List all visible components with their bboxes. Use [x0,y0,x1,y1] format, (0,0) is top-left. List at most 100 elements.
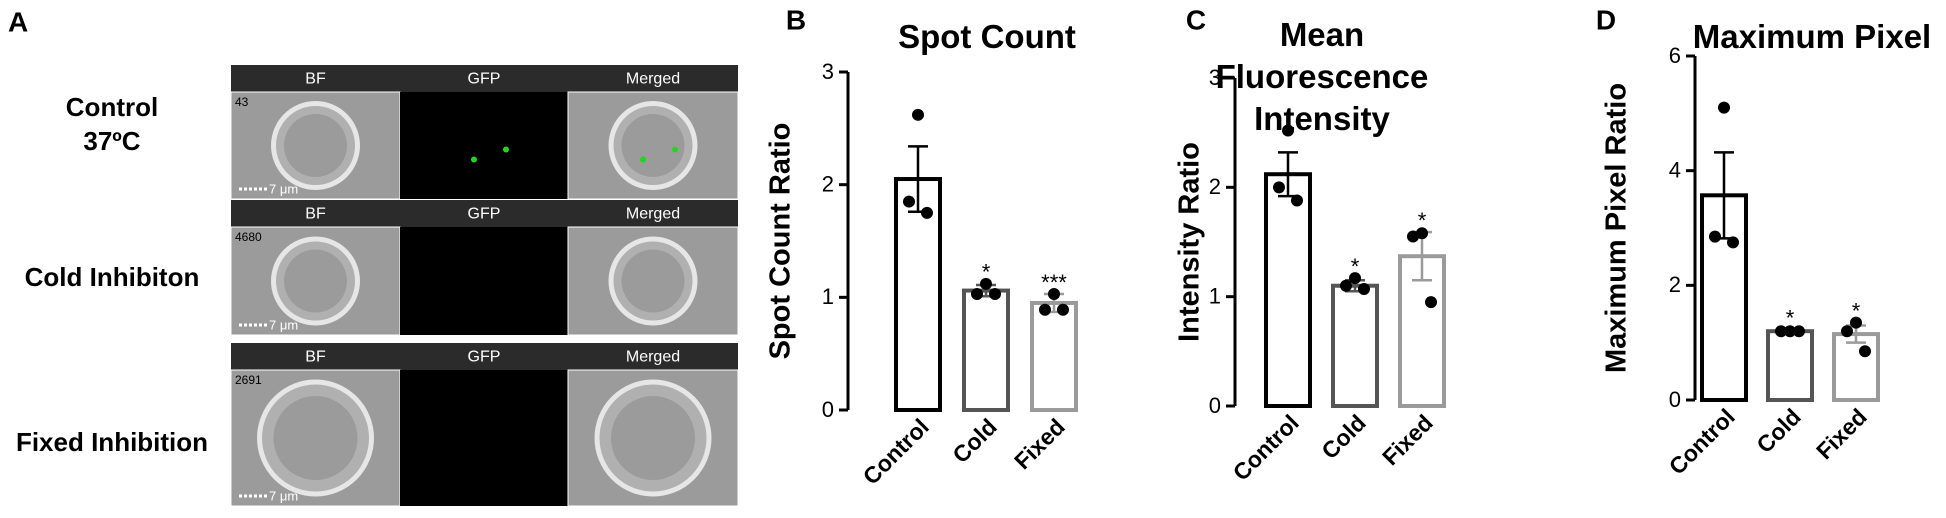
significance: * [1351,254,1360,279]
gfp-spot [503,146,509,153]
column-header: GFP [468,71,501,88]
column-header: Merged [626,349,680,366]
header-bar [231,65,738,92]
y-tick-label: 2 [822,171,834,196]
data-point [971,287,983,300]
data-point [1709,230,1721,243]
x-tick-label: Control [858,413,934,489]
gfp-image [400,370,568,506]
y-tick-label: 4 [1669,157,1681,182]
cell-inner [621,249,685,313]
row-label: Control [66,92,158,122]
y-axis-label: Intensity Ratio [1174,142,1206,342]
data-point [1282,124,1294,137]
cell-inner [284,249,347,313]
x-tick-label: Fixed [1009,413,1070,474]
column-header: Merged [626,206,680,223]
bar [894,177,942,412]
bar [1766,329,1814,403]
header-bar [231,200,738,227]
gfp-spot [640,156,646,163]
y-tick-label: 6 [1669,43,1681,68]
x-tick-label: Fixed [1811,403,1872,464]
header-bar [231,343,738,370]
chart-title: Maximum Pixel [1692,18,1932,55]
image-id: 2691 [235,373,262,387]
data-point [1273,181,1285,194]
bar [1030,300,1078,413]
column-header: BF [305,206,326,223]
data-point [1291,194,1303,207]
column-header: Merged [626,71,680,88]
y-tick-label: 0 [1209,393,1221,418]
data-point [1775,325,1787,338]
x-tick-label: Cold [947,413,1002,468]
y-tick-label: 3 [822,59,834,84]
chart-title: Spot Count [898,18,1076,55]
gfp-spot [672,146,678,153]
data-point [1048,287,1060,300]
gfp-spot [471,156,477,163]
x-tick-label: Cold [1316,409,1371,464]
data-point [1850,316,1862,329]
y-axis-label: Maximum Pixel Ratio [1601,83,1633,373]
y-tick-label: 1 [1209,283,1221,308]
cell-inner [621,114,685,177]
y-tick-label: 2 [1209,174,1221,199]
y-tick-label: 0 [1669,387,1681,412]
row-label: 37ºC [83,126,140,156]
data-point [903,195,915,208]
data-point [1425,296,1437,309]
image-id: 43 [235,95,249,109]
data-point [1407,230,1419,243]
panel-label: A [8,6,28,37]
data-point [1859,345,1871,358]
row-label: Cold Inhibiton [25,262,200,292]
data-point [1358,283,1370,296]
gfp-image [400,92,568,199]
significance: * [982,260,991,285]
data-point [1349,272,1361,285]
cell-inner [611,396,695,480]
column-header: GFP [468,206,501,223]
column-header: GFP [468,349,501,366]
data-point [1727,236,1739,249]
gfp-image [400,227,568,335]
data-point [1784,325,1796,338]
data-point [989,287,1001,300]
data-point [1057,303,1069,316]
bar [1331,283,1379,409]
x-tick-label: Fixed [1377,409,1438,470]
cell-inner [284,114,347,177]
y-axis-label: Spot Count Ratio [765,123,797,360]
y-tick-label: 0 [822,397,834,422]
data-point [1340,279,1352,292]
bar [1264,172,1312,408]
data-point [1841,325,1853,338]
scale-label: 7 μm [269,181,298,196]
significance: *** [1041,270,1067,295]
scale-label: 7 μm [269,317,298,332]
significance: * [1418,208,1427,233]
chart-title: Mean Fluorescence Intensity [1215,16,1429,137]
data-point [912,108,924,121]
column-header: BF [305,71,326,88]
data-point [1793,325,1805,338]
panel-label: D [1596,4,1616,35]
x-tick-label: Control [1664,403,1740,479]
image-id: 4680 [235,230,262,244]
panel-label: B [786,4,806,35]
data-point [1416,227,1428,240]
scale-label: 7 μm [269,488,298,503]
row-label: Fixed Inhibition [16,427,208,457]
y-tick-label: 1 [822,284,834,309]
cell-inner [273,396,358,480]
y-tick-label: 3 [1209,65,1221,90]
bar [1832,332,1880,403]
column-header: BF [305,349,326,366]
data-point [1718,101,1730,114]
bar [962,288,1010,412]
data-point [1039,303,1051,316]
